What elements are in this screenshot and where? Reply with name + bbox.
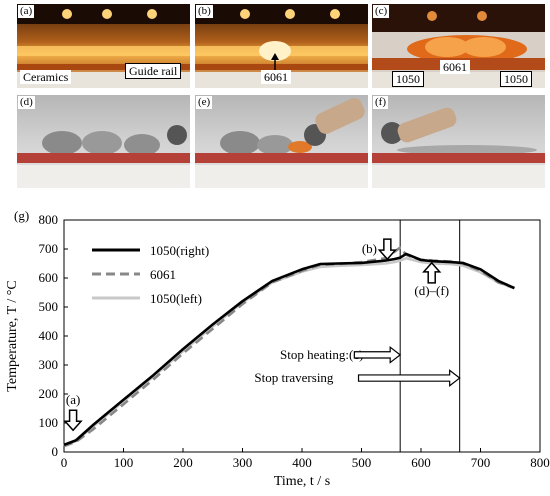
annotation-6061-b: 6061 [261, 70, 291, 84]
y-tick-label: 800 [39, 212, 59, 227]
annotation-stop-traversing: Stop traversing [254, 370, 334, 385]
x-tick-label: 700 [471, 455, 491, 470]
photo-f [372, 95, 545, 188]
y-axis-label: Temperature, T / °C [5, 280, 20, 391]
x-tick-label: 0 [61, 455, 68, 470]
annotation-1050-left: 1050 [392, 71, 424, 87]
y-tick-label: 300 [39, 357, 59, 372]
y-tick-label: 400 [39, 328, 59, 343]
annotation-ceramics: Ceramics [20, 70, 72, 84]
y-tick-label: 500 [39, 299, 59, 314]
photo-d [17, 95, 190, 188]
annotation-stop-heating: Stop heating:(c) [280, 347, 363, 362]
annotation-guide-rail: Guide rail [125, 63, 182, 79]
y-tick-label: 100 [39, 415, 59, 430]
x-tick-label: 400 [292, 455, 312, 470]
annotation-d-f: (d)–(f) [414, 283, 449, 298]
y-tick-label: 600 [39, 270, 59, 285]
photo-d-label: (d) [18, 96, 35, 109]
y-tick-label: 200 [39, 386, 59, 401]
arrow-d-f [422, 261, 442, 284]
photo-f-label: (f) [373, 96, 388, 109]
photo-c-label: (c) [373, 5, 390, 18]
annotation-b: (b) [362, 241, 377, 256]
x-tick-label: 800 [530, 455, 550, 470]
panel-label-g: (g) [14, 208, 29, 223]
annotation-1050-right: 1050 [500, 71, 532, 87]
x-tick-label: 600 [411, 455, 431, 470]
x-axis-label: Time, t / s [274, 474, 330, 489]
legend-label: 1050(left) [150, 291, 202, 306]
arrow-a [63, 409, 83, 432]
photo-e-label: (e) [196, 96, 213, 109]
x-tick-label: 100 [114, 455, 134, 470]
annotation-6061-c: 6061 [440, 60, 470, 74]
temperature-chart: 0 100 200 300 400 500 600 700 800 0 100 200 300 400 50… [5, 208, 550, 489]
plot-frame [63, 219, 541, 453]
photo-b-label: (b) [196, 5, 213, 18]
series-line-1050-right- [63, 252, 515, 447]
y-tick-label: 700 [39, 241, 59, 256]
y-tick-label: 0 [52, 444, 59, 459]
x-tick-label: 200 [173, 455, 193, 470]
legend-label: 6061 [150, 267, 176, 282]
photo-e [195, 95, 368, 188]
x-tick-label: 300 [233, 455, 253, 470]
photo-a-label: (a) [18, 5, 35, 18]
arrow-b [377, 238, 398, 261]
arrow-stop-heating [353, 345, 402, 364]
legend-label: 1050(right) [150, 243, 209, 258]
x-tick-label: 500 [352, 455, 372, 470]
arrow-stop-traversing [357, 369, 461, 387]
annotation-a: (a) [66, 392, 80, 407]
